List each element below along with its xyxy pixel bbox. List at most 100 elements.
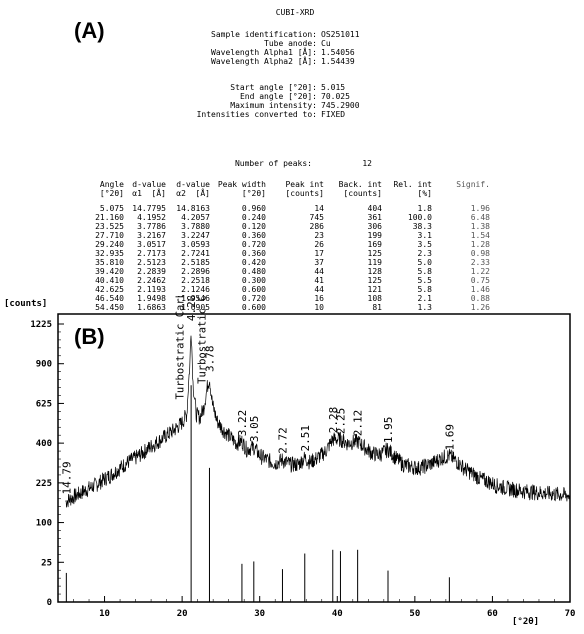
- table-cell: 0.480: [241, 267, 266, 276]
- table-cell: 54.450: [95, 303, 124, 312]
- table-row: 40.410 2.2462 2.2518 0.300 41 125 5.5 0.75: [86, 276, 490, 285]
- table-cell: 0.88: [470, 294, 490, 303]
- x-tick-label: 30: [254, 609, 265, 619]
- info-row: Wavelength Alpha2 [Å]: 1.54439: [211, 57, 355, 66]
- table-cell: 3.2247: [181, 231, 210, 240]
- table-row: 5.075 14.7795 14.8163 0.960 14 404 1.8 1.96: [86, 204, 490, 213]
- table-cell: 10: [314, 303, 324, 312]
- peak-annotation: 2.51: [299, 425, 312, 452]
- table-row: 42.625 2.1193 2.1246 0.600 44 121 5.8 1.46: [86, 285, 490, 294]
- table-cell: 23.525: [95, 222, 124, 231]
- table-cell: 44: [314, 267, 324, 276]
- panel-a-label: (A): [74, 18, 105, 43]
- table-cell: 35.810: [95, 258, 124, 267]
- table-row: 21.160 4.1952 4.2057 0.240 745 361 100.0 6.48: [86, 213, 490, 222]
- table-cell: 5.075: [99, 204, 124, 213]
- info-row: End angle [°2θ]: 70.025: [239, 92, 350, 101]
- table-cell: 44: [314, 285, 324, 294]
- table-cell: 0.720: [241, 240, 266, 249]
- table-cell: 1.3: [417, 303, 432, 312]
- peak-annotation: 1.95: [382, 417, 395, 444]
- info-row: Sample identification: OS251011: [211, 30, 360, 39]
- table-cell: 38.3: [412, 222, 432, 231]
- panel-b-label: (B): [74, 324, 105, 349]
- table-row: 46.540 1.9498 1.9546 0.720 16 108 2.1 0.88: [86, 294, 490, 303]
- table-cell: 16: [314, 294, 324, 303]
- table-cell: 26: [314, 240, 324, 249]
- table-cell: 128: [367, 267, 382, 276]
- table-cell: 125: [367, 249, 382, 258]
- table-cell: 3.1: [417, 231, 432, 240]
- table-cell: 5.0: [417, 258, 432, 267]
- table-cell: 32.935: [95, 249, 124, 258]
- table-cell: 0.98: [470, 249, 490, 258]
- table-cell: 1.9498: [137, 294, 166, 303]
- table-cell: 0.960: [241, 204, 266, 213]
- table-cell: 0.360: [241, 231, 266, 240]
- table-cell: 2.2518: [181, 276, 210, 285]
- info-row: Tube anode: Cu: [264, 39, 331, 48]
- table-cell: 2.1193: [137, 285, 166, 294]
- table-cell: 3.0593: [181, 240, 210, 249]
- y-tick-label: 400: [36, 439, 52, 449]
- y-tick-label: 625: [36, 399, 52, 409]
- table-cell: 121: [367, 285, 382, 294]
- table-cell: 21.160: [95, 213, 124, 222]
- y-tick-label: 0: [47, 598, 52, 608]
- table-cell: 2.2839: [137, 267, 166, 276]
- table-cell: 0.600: [241, 303, 266, 312]
- table-row: 35.810 2.5123 2.5185 0.420 37 119 5.0 2.33: [86, 258, 490, 267]
- table-cell: 2.1: [417, 294, 432, 303]
- table-cell: 0.360: [241, 249, 266, 258]
- table-cell: 2.3: [417, 249, 432, 258]
- table-cell: 3.7786: [137, 222, 166, 231]
- table-cell: 37: [314, 258, 324, 267]
- table-cell: 3.0517: [137, 240, 166, 249]
- y-tick-label: 225: [36, 479, 52, 489]
- number-of-peaks: Number of peaks: 12: [234, 159, 372, 168]
- table-row: 54.450 1.6863 1.6905 0.600 10 81 1.3 1.26: [86, 303, 490, 312]
- table-cell: 23: [314, 231, 324, 240]
- x-tick-label: 50: [409, 609, 420, 619]
- table-cell: 5.8: [417, 285, 432, 294]
- table-cell: 404: [367, 204, 382, 213]
- peak-annotation: 1.69: [443, 424, 456, 451]
- x-tick-label: 60: [487, 609, 498, 619]
- peak-annotation: 14.79: [60, 461, 73, 494]
- table-cell: 41: [314, 276, 324, 285]
- table-row: 27.710 3.2167 3.2247 0.360 23 199 3.1 1.54: [86, 231, 490, 240]
- table-cell: 2.7241: [181, 249, 210, 258]
- table-cell: 306: [367, 222, 382, 231]
- peak-annotation: 2.72: [276, 427, 289, 454]
- table-cell: 745: [309, 213, 324, 222]
- table-cell: 286: [309, 222, 324, 231]
- table-cell: 14: [314, 204, 324, 213]
- table-cell: 3.7880: [181, 222, 210, 231]
- table-cell: 3.5: [417, 240, 432, 249]
- table-cell: 29.240: [95, 240, 124, 249]
- table-cell: 2.5123: [137, 258, 166, 267]
- y-axis-label: [counts]: [4, 299, 47, 309]
- table-cell: 81: [372, 303, 382, 312]
- report-title: CUBI-XRD: [275, 8, 315, 17]
- peak-annotation: 2.28: [327, 407, 340, 434]
- table-row: 23.525 3.7786 3.7880 0.120 286 306 38.3 1.38: [86, 222, 490, 231]
- table-header-row: Angle [°2θ] d-value α1 [Å] d-value α2 [Å] P…: [99, 180, 490, 198]
- table-cell: 169: [367, 240, 382, 249]
- table-cell: 1.8: [417, 204, 432, 213]
- table-cell: 0.600: [241, 285, 266, 294]
- peak-annotation: 3.78: [203, 345, 216, 372]
- table-cell: 39.420: [95, 267, 124, 276]
- y-tick-label: 25: [41, 558, 52, 568]
- x-tick-label: 40: [332, 609, 343, 619]
- table-cell: 6.48: [470, 213, 490, 222]
- phase-label: Turbostratic Carbon: [175, 296, 187, 399]
- info-row: Intensities converted to: FIXED: [196, 110, 346, 119]
- table-cell: 46.540: [95, 294, 124, 303]
- table-cell: 0.720: [241, 294, 266, 303]
- table-cell: 14.8163: [176, 204, 210, 213]
- table-cell: 1.54: [470, 231, 490, 240]
- table-cell: 100.0: [407, 213, 432, 222]
- table-cell: 1.28: [470, 240, 490, 249]
- x-tick-label: 70: [565, 609, 576, 619]
